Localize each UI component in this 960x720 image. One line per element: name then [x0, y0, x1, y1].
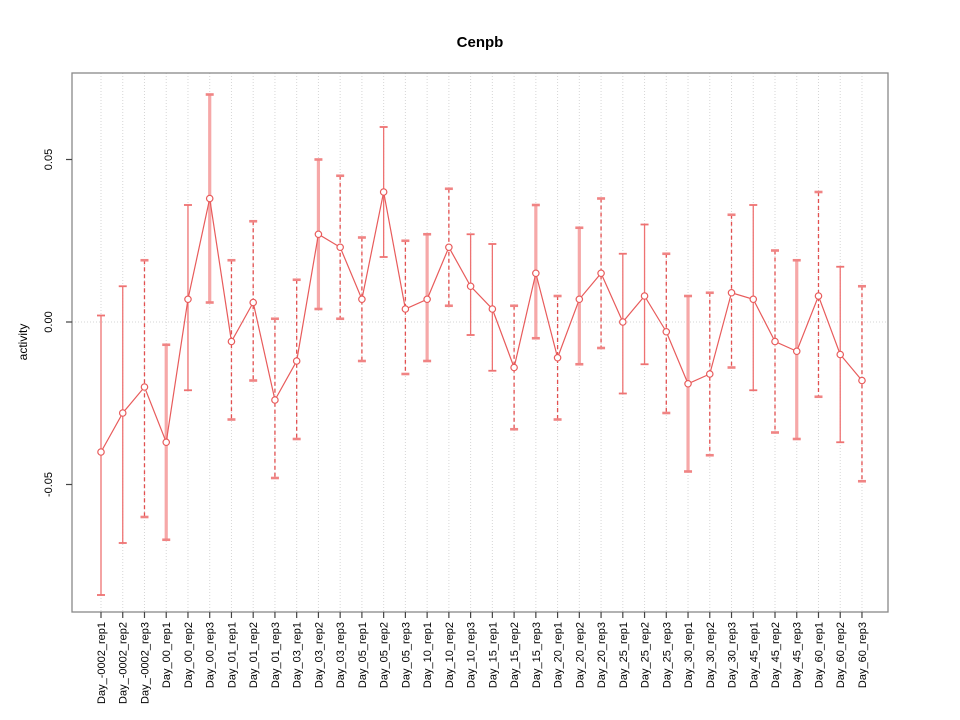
x-tick-label: Day_30_rep1	[683, 622, 695, 688]
data-point-marker	[792, 347, 801, 356]
x-tick-label: Day_45_rep1	[748, 622, 760, 688]
data-point-marker	[271, 396, 279, 404]
x-tick-label: Day_15_rep2	[509, 622, 521, 688]
plot-border	[71, 72, 889, 613]
data-point-marker	[336, 243, 344, 252]
data-point-marker	[445, 243, 453, 252]
data-point-marker	[662, 327, 671, 336]
data-point-marker	[423, 295, 431, 304]
x-tick-label: Day_20_rep2	[574, 622, 586, 688]
x-tick-label: Day_05_rep2	[379, 622, 391, 688]
x-tick-label: Day_25_rep1	[618, 622, 630, 688]
data-point-marker	[162, 438, 171, 447]
data-point-marker	[836, 350, 845, 359]
data-point-marker	[118, 409, 127, 417]
data-point-marker	[358, 295, 366, 304]
x-tick-label: Day_01_rep3	[270, 622, 282, 688]
x-tick-label: Day_10_rep2	[444, 622, 456, 688]
x-tick-label: Day_60_rep3	[857, 622, 869, 688]
data-point-marker	[532, 269, 540, 278]
data-point-marker	[184, 295, 192, 304]
y-tick-label: 0.00	[43, 311, 55, 332]
x-tick-label: Day_10_rep1	[422, 622, 434, 688]
x-tick-label: Day_30_rep3	[727, 622, 739, 688]
data-point-marker	[575, 295, 584, 304]
x-tick-label: Day_45_rep2	[770, 622, 782, 688]
data-point-marker	[771, 337, 779, 346]
x-tick-label: Day_20_rep3	[596, 622, 608, 688]
data-point-marker	[553, 353, 562, 362]
x-tick-label: Day_03_rep1	[292, 622, 304, 688]
data-point-marker	[227, 337, 236, 346]
x-tick-label: Day_05_rep3	[400, 622, 412, 688]
data-point-marker	[314, 230, 323, 239]
data-point-marker	[510, 363, 518, 372]
data-point-marker	[814, 292, 823, 300]
x-tick-label: Day_-0002_rep3	[139, 622, 151, 704]
y-tick-label: -0.05	[43, 472, 55, 497]
x-tick-label: Day_-0002_rep1	[96, 622, 108, 704]
data-point-marker	[749, 295, 758, 304]
x-tick-label: Day_05_rep1	[357, 622, 369, 688]
data-point-marker	[858, 376, 866, 385]
data-point-marker	[97, 448, 105, 456]
data-point-marker	[140, 383, 149, 391]
x-tick-label: Day_25_rep3	[661, 622, 673, 688]
data-point-marker	[640, 292, 649, 300]
chart-title: Cenpb	[457, 34, 504, 51]
data-point-marker	[619, 318, 627, 326]
x-tick-label: Day_25_rep2	[640, 622, 652, 688]
y-axis-label: activity	[16, 324, 30, 361]
x-tick-label: Day_45_rep3	[792, 622, 804, 688]
data-point-marker	[249, 298, 257, 307]
x-tick-label: Day_00_rep1	[161, 622, 173, 688]
x-tick-label: Day_03_rep3	[335, 622, 347, 688]
x-tick-label: Day_20_rep1	[553, 622, 565, 688]
data-point-marker	[379, 188, 388, 196]
x-tick-label: Day_00_rep3	[205, 622, 217, 688]
data-point-marker	[705, 370, 714, 378]
data-point-marker	[727, 288, 736, 297]
y-tick-label: 0.05	[43, 149, 55, 170]
data-point-marker	[597, 269, 605, 278]
x-tick-label: Day_15_rep3	[531, 622, 543, 688]
x-tick-label: Day_60_rep1	[813, 622, 825, 688]
data-point-marker	[401, 305, 410, 313]
data-point-marker	[292, 357, 301, 365]
x-tick-label: Day_10_rep3	[466, 622, 478, 688]
x-tick-label: Day_03_rep2	[313, 622, 325, 688]
data-point-marker	[488, 305, 497, 313]
x-tick-label: Day_00_rep2	[183, 622, 195, 688]
x-tick-label: Day_60_rep2	[835, 622, 847, 688]
x-tick-label: Day_15_rep1	[487, 622, 499, 688]
x-tick-label: Day_01_rep1	[226, 622, 238, 688]
data-point-marker	[205, 194, 214, 203]
x-tick-label: Day_01_rep2	[248, 622, 260, 688]
data-point-marker	[684, 379, 692, 388]
x-tick-label: Day_-0002_rep2	[118, 622, 130, 704]
x-tick-label: Day_30_rep2	[705, 622, 717, 688]
data-point-marker	[466, 282, 475, 291]
